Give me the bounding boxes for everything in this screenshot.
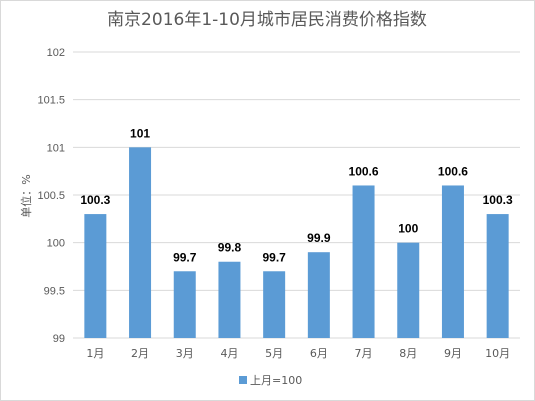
data-label: 100.6 — [349, 164, 379, 178]
y-tick-label: 99.5 — [44, 285, 65, 297]
data-labels: 100.3 101 99.7 99.8 99.7 99.9 100.6 100 100.6 100… — [80, 126, 513, 264]
x-tick-label: 5月 — [265, 347, 283, 360]
bar — [218, 261, 241, 338]
y-axis-label: 单位：% — [19, 174, 33, 217]
y-axis-ticks: 99 99.5 100 100.5 101 101.5 102 — [37, 47, 65, 345]
data-label: 100.6 — [438, 164, 468, 178]
data-label: 100 — [398, 222, 418, 236]
bar — [84, 214, 107, 338]
data-label: 99.7 — [173, 250, 197, 264]
bar — [129, 147, 152, 338]
x-tick-label: 8月 — [399, 347, 417, 360]
x-tick-label: 1月 — [86, 347, 104, 360]
chart-title: 南京2016年1-10月城市居民消费价格指数 — [107, 10, 427, 30]
y-tick-label: 101 — [47, 142, 65, 154]
legend: 上月=100 — [239, 374, 302, 387]
legend-swatch — [239, 376, 247, 384]
y-tick-label: 102 — [47, 47, 65, 59]
x-axis-ticks: 1月 2月 3月 4月 5月 6月 7月 8月 9月 10月 — [86, 347, 510, 360]
data-label: 100.3 — [483, 193, 513, 207]
data-label: 101 — [130, 126, 150, 140]
bar — [307, 252, 330, 338]
x-tick-label: 6月 — [310, 347, 328, 360]
bar — [397, 242, 420, 338]
bar — [352, 185, 375, 338]
bar — [441, 185, 464, 338]
data-label: 99.9 — [307, 231, 331, 245]
legend-label: 上月=100 — [250, 374, 302, 387]
y-tick-label: 101.5 — [37, 95, 65, 107]
y-tick-label: 99 — [53, 333, 65, 345]
data-label: 99.8 — [218, 241, 242, 255]
x-tick-label: 7月 — [355, 347, 373, 360]
bars — [84, 147, 509, 338]
x-tick-label: 9月 — [444, 347, 462, 360]
x-tick-label: 2月 — [131, 347, 149, 360]
bar — [486, 214, 509, 338]
x-tick-label: 10月 — [485, 347, 510, 360]
x-tick-label: 3月 — [176, 347, 194, 360]
data-label: 99.7 — [262, 250, 286, 264]
data-label: 100.3 — [80, 193, 110, 207]
x-tick-label: 4月 — [220, 347, 238, 360]
bar — [263, 271, 286, 338]
bar — [173, 271, 196, 338]
y-tick-label: 100.5 — [37, 190, 65, 202]
y-tick-label: 100 — [47, 238, 65, 250]
